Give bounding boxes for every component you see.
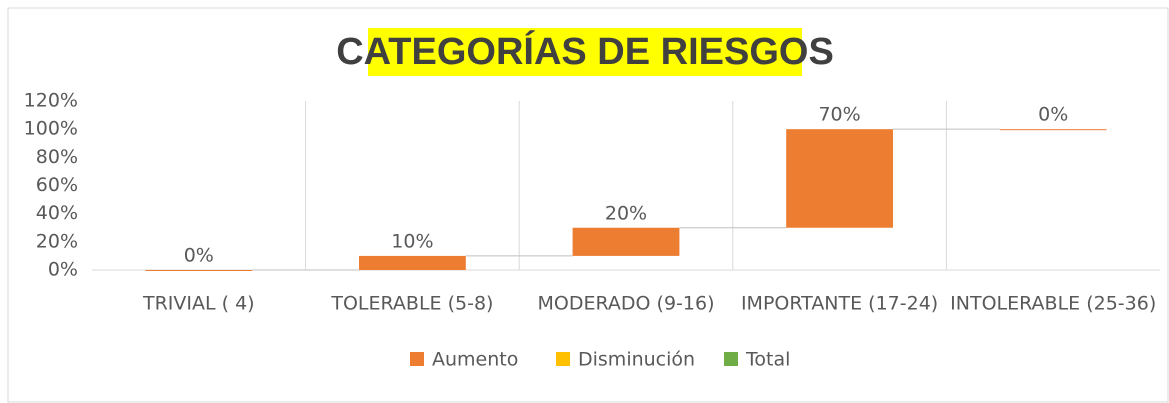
y-tick-label: 40% [36, 202, 78, 224]
y-tick-label: 0% [48, 259, 78, 281]
x-tick-label: TRIVIAL ( 4) [142, 293, 255, 315]
x-tick-label: TOLERABLE (5-8) [330, 293, 493, 315]
bar [786, 129, 893, 228]
y-tick-label: 80% [36, 146, 78, 168]
x-tick-label: MODERADO (9-16) [538, 293, 715, 315]
bar [999, 129, 1107, 131]
x-tick-label: INTOLERABLE (25-36) [950, 293, 1156, 315]
legend-swatch [724, 352, 738, 366]
x-tick-label: IMPORTANTE (17-24) [741, 293, 938, 315]
chart-title: CATEGORÍAS DE RIESGOS [336, 29, 834, 73]
data-label: 10% [391, 230, 433, 252]
legend-swatch [410, 352, 424, 366]
legend-swatch [556, 352, 570, 366]
data-label: 70% [818, 104, 860, 126]
bar [145, 270, 253, 271]
y-tick-label: 100% [24, 118, 78, 140]
data-label: 0% [1038, 104, 1068, 126]
bar [572, 227, 680, 256]
legend-label: Total [745, 349, 790, 371]
legend-label: Aumento [432, 349, 518, 371]
y-tick-label: 120% [24, 90, 78, 112]
y-tick-label: 60% [36, 174, 78, 196]
bar [359, 255, 466, 270]
title-highlight [368, 28, 802, 76]
data-label: 20% [605, 202, 647, 224]
y-tick-label: 20% [36, 230, 78, 252]
legend-label: Disminución [578, 349, 695, 371]
data-label: 0% [184, 245, 214, 267]
